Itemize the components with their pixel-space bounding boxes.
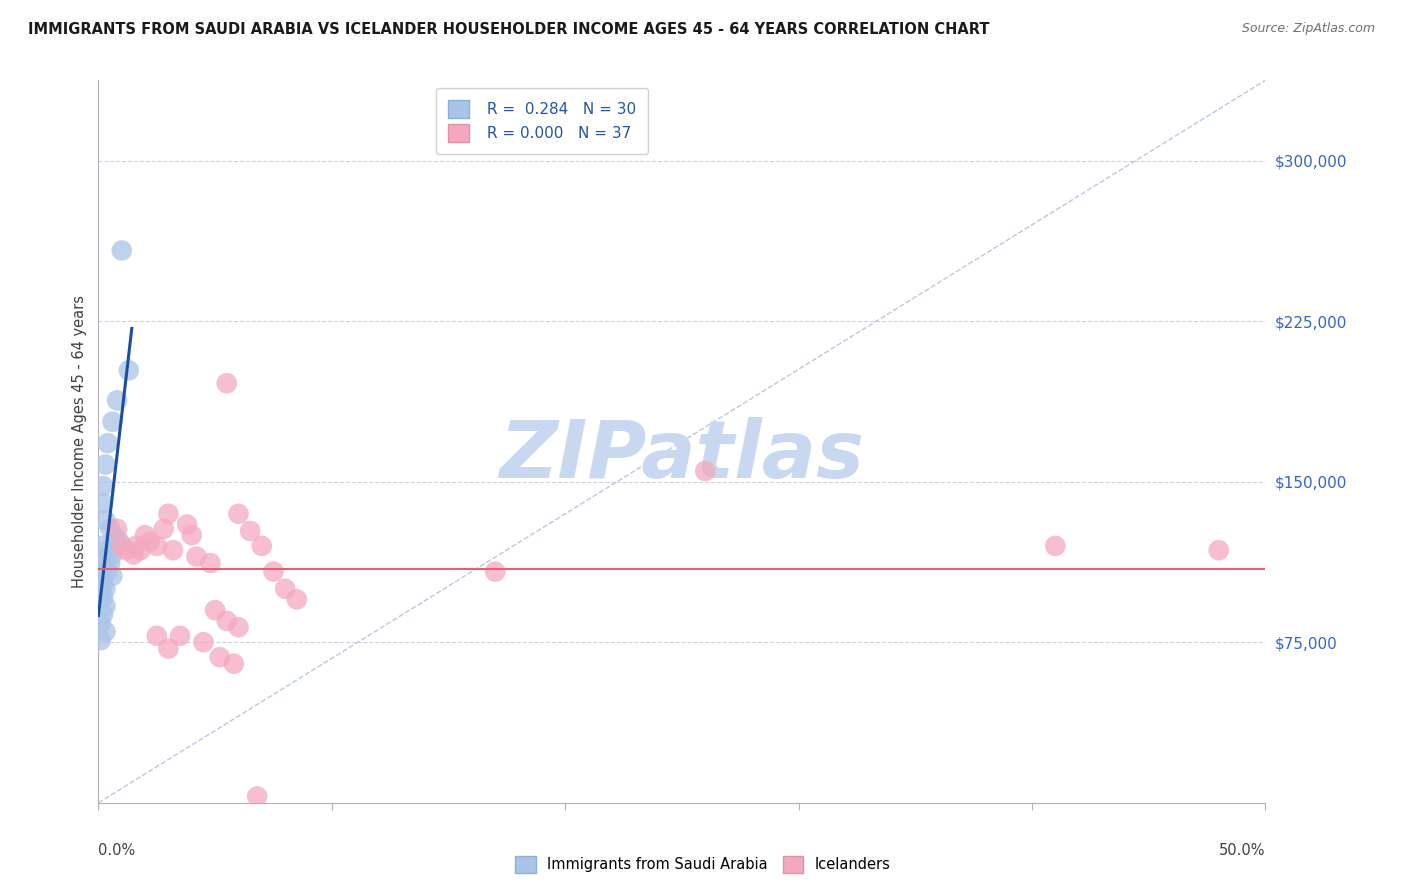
Point	[98, 556, 121, 570]
Point	[152, 522, 174, 536]
Point	[228, 620, 250, 634]
Point	[285, 592, 308, 607]
Point	[105, 393, 128, 408]
Point	[695, 464, 717, 478]
Point	[239, 524, 262, 538]
Point	[146, 539, 169, 553]
Point	[94, 624, 117, 639]
Text: Source: ZipAtlas.com: Source: ZipAtlas.com	[1241, 22, 1375, 36]
Point	[97, 543, 120, 558]
Point	[125, 539, 148, 553]
Point	[1045, 539, 1067, 553]
Point	[162, 543, 184, 558]
Point	[1208, 543, 1230, 558]
Point	[91, 591, 114, 605]
Point	[94, 599, 117, 613]
Point	[105, 522, 128, 536]
Text: 0.0%: 0.0%	[98, 843, 135, 857]
Point	[104, 530, 127, 544]
Point	[91, 577, 114, 591]
Point	[169, 629, 191, 643]
Point	[484, 565, 506, 579]
Point	[186, 549, 208, 564]
Point	[215, 614, 238, 628]
Point	[97, 565, 120, 579]
Point	[222, 657, 245, 671]
Point	[204, 603, 226, 617]
Point	[111, 539, 134, 553]
Point	[215, 376, 238, 391]
Text: ZIPatlas: ZIPatlas	[499, 417, 865, 495]
Point	[146, 629, 169, 643]
Point	[94, 582, 117, 596]
Point	[91, 560, 114, 574]
Point	[157, 641, 180, 656]
Point	[228, 507, 250, 521]
Point	[111, 244, 134, 258]
Text: IMMIGRANTS FROM SAUDI ARABIA VS ICELANDER HOUSEHOLDER INCOME AGES 45 - 64 YEARS : IMMIGRANTS FROM SAUDI ARABIA VS ICELANDE…	[28, 22, 990, 37]
Legend: Immigrants from Saudi Arabia, Icelanders: Immigrants from Saudi Arabia, Icelanders	[508, 849, 898, 880]
Point	[193, 635, 215, 649]
Point	[118, 363, 141, 377]
Point	[94, 551, 117, 566]
Point	[208, 650, 231, 665]
Point	[91, 479, 114, 493]
Point	[90, 633, 112, 648]
Point	[274, 582, 297, 596]
Point	[250, 539, 273, 553]
Point	[134, 528, 156, 542]
Point	[122, 548, 145, 562]
Legend:  R =  0.284   N = 30,  R = 0.000   N = 37: R = 0.284 N = 30, R = 0.000 N = 37	[436, 88, 648, 153]
Text: 50.0%: 50.0%	[1219, 843, 1265, 857]
Point	[139, 534, 162, 549]
Point	[91, 607, 114, 622]
Point	[94, 513, 117, 527]
Point	[246, 789, 269, 804]
Point	[200, 556, 222, 570]
Point	[101, 548, 124, 562]
Point	[115, 543, 138, 558]
Point	[90, 573, 112, 587]
Point	[98, 522, 121, 536]
Point	[101, 415, 124, 429]
Point	[90, 615, 112, 630]
Point	[108, 534, 131, 549]
Point	[97, 436, 120, 450]
Point	[90, 586, 112, 600]
Point	[176, 517, 198, 532]
Point	[157, 507, 180, 521]
Point	[101, 569, 124, 583]
Point	[91, 496, 114, 510]
Y-axis label: Householder Income Ages 45 - 64 years: Householder Income Ages 45 - 64 years	[72, 295, 87, 588]
Point	[94, 458, 117, 472]
Point	[262, 565, 284, 579]
Point	[180, 528, 202, 542]
Point	[90, 539, 112, 553]
Point	[129, 543, 152, 558]
